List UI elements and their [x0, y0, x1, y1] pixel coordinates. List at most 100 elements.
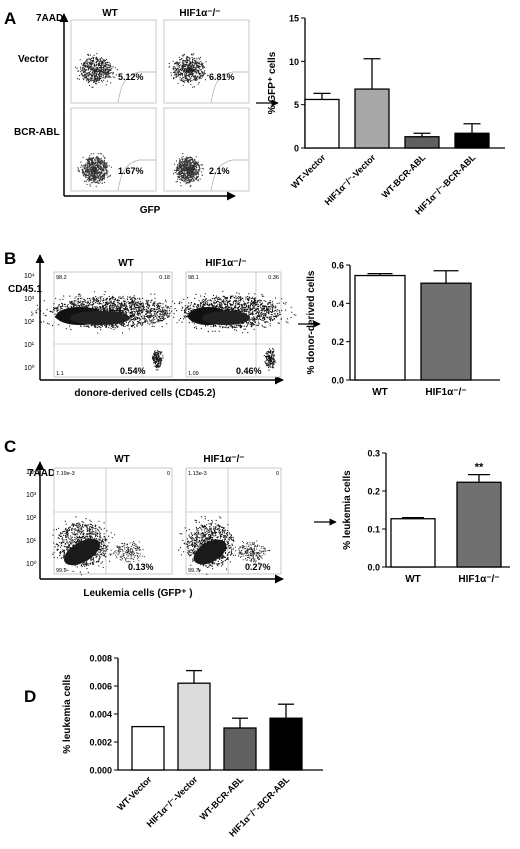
y-tick-label: 0.0 — [331, 376, 344, 386]
y-tick-label: 0.6 — [331, 261, 344, 271]
scatter-cloud — [77, 152, 112, 188]
panel-b-col-label-ko: HIF1α⁻/⁻ — [205, 258, 246, 269]
y-axis-label: % GFP⁺ cells — [267, 51, 278, 114]
flow-plot-b-ko: 98.1 0.36 1.09 0.46% — [178, 271, 297, 378]
scatter-cloud — [75, 53, 119, 88]
panel-c-ytick-4: 10⁴ — [26, 469, 37, 476]
y-tick-label: 0.0 — [367, 563, 380, 573]
flow-plot-c-ko: 1.13e-3 0 99.7 0.27% — [178, 467, 282, 575]
y-tick-label: 0.002 — [89, 738, 112, 748]
bar — [454, 132, 490, 149]
panel-a-row-label-vector: Vector — [18, 54, 49, 65]
y-tick-label: 5 — [294, 100, 299, 110]
panel-b-col-label-wt: WT — [118, 258, 134, 269]
y-tick-label: 0.2 — [331, 337, 344, 347]
significance-annotation: ** — [475, 462, 484, 474]
y-axis-label: % leukemia cells — [62, 674, 73, 754]
flow-plot-a-wt-vector: 5.12% — [70, 19, 157, 104]
y-axis-label: % donor-derived cells — [306, 270, 317, 374]
scatter-cloud — [110, 541, 145, 563]
scatter-cloud — [168, 53, 209, 88]
bar — [269, 717, 303, 771]
bar — [390, 518, 436, 568]
flow-b2-ul: 98.1 — [188, 275, 199, 281]
flow-percent-a3: 1.67% — [118, 166, 144, 176]
category-label: HIF1α⁻/⁻ — [425, 387, 466, 398]
panel-b-xaxis-label: donore-derived cells (CD45.2) — [74, 388, 215, 399]
bar — [177, 682, 211, 771]
scatter-cloud — [172, 153, 205, 187]
panel-b-yticks: 10⁴ 10³ 10² 10¹ 10⁰ — [24, 273, 35, 372]
panel-a-xaxis-label: GFP — [140, 205, 161, 216]
panel-c-yaxis-label: 7AAD — [28, 468, 55, 479]
flow-plot-c-wt: 7.19e-3 0 99.9 0.13% — [52, 467, 173, 576]
flow-plot-a-ko-bcr: 2.1% — [163, 107, 250, 192]
bar — [404, 136, 440, 149]
panel-c-ytick-0: 10⁰ — [26, 560, 37, 568]
panel-b-ytick-4: 10⁴ — [24, 273, 35, 280]
flow-percent-a4: 2.1% — [209, 166, 230, 176]
panel-b-ytick-1: 10¹ — [24, 342, 35, 349]
flow-c1-ll: 99.9 — [56, 568, 67, 574]
category-label: HIF1α⁻/⁻-Vector — [145, 774, 200, 829]
panel-a: A 7AAD GFP WT HIF1α⁻/⁻ Vector BCR-ABL 5.… — [4, 8, 279, 216]
panel-b: B CD45.1 donore-derived cells (CD45.2) W… — [4, 249, 321, 399]
bar — [354, 88, 390, 149]
panel-b-ytick-2: 10² — [24, 319, 35, 326]
category-label: WT-BCR-ABL — [198, 774, 246, 822]
y-axis-label: % leukemia cells — [342, 470, 353, 550]
scatter-cloud — [234, 540, 271, 566]
bar-chart-d: 0.000 0.002 0.004 0.006 0.008 % leukemia cell… — [62, 654, 323, 839]
flow-b2-ll: 1.09 — [188, 371, 199, 377]
flow-b2-lr: 0.46% — [236, 366, 262, 376]
flow-c1-ul: 7.19e-3 — [56, 471, 75, 477]
y-tick-label: 15 — [289, 14, 299, 24]
bar-chart-a: 0 5 10 15 % GFP⁺ cells WT-VectorHIF1α⁻/⁻-Vect… — [267, 14, 505, 217]
category-label: HIF1α⁻/⁻-Vector — [323, 152, 378, 207]
flow-plot-b-wt: 98.2 0.18 1.1 0.54% — [31, 271, 191, 378]
bar — [223, 727, 257, 771]
bar — [420, 282, 472, 381]
panel-a-letter: A — [4, 9, 16, 28]
flow-c2-ul: 1.13e-3 — [188, 471, 207, 477]
panel-c-ytick-2: 10² — [26, 515, 37, 522]
panel-c: C 7AAD Leukemia cells (GFP⁺ ) WT HIF1α⁻/… — [4, 437, 337, 599]
category-label: WT-Vector — [289, 152, 328, 191]
y-tick-label: 0.4 — [331, 299, 344, 309]
bar — [304, 98, 340, 149]
flow-b2-ur: 0.36 — [268, 275, 279, 281]
panel-c-ytick-3: 10³ — [26, 492, 37, 499]
bar-chart-b: 0.0 0.2 0.4 0.6 % donor-derived cells WT HIF1α… — [306, 261, 500, 398]
flow-b1-lr: 0.54% — [120, 366, 146, 376]
category-label: WT — [405, 574, 421, 585]
panel-b-letter: B — [4, 249, 16, 268]
flow-b1-ur: 0.18 — [159, 275, 170, 281]
flow-c2-ll: 99.7 — [188, 568, 199, 574]
flow-c2-ur: 0 — [276, 471, 279, 477]
flow-c1-lr: 0.13% — [128, 562, 154, 572]
panel-c-letter: C — [4, 437, 16, 456]
panel-c-col-label-wt: WT — [114, 454, 130, 465]
y-tick-label: 0 — [294, 144, 299, 154]
flow-c2-lr: 0.27% — [245, 562, 271, 572]
panel-a-row-label-bcr: BCR-ABL — [14, 127, 60, 138]
scatter-cloud — [151, 350, 164, 371]
bar — [131, 725, 165, 771]
category-label: WT — [372, 387, 388, 398]
y-tick-label: 0.004 — [89, 710, 112, 720]
y-tick-label: 0.006 — [89, 682, 112, 692]
panel-c-xaxis-label: Leukemia cells (GFP⁺ ) — [83, 588, 192, 599]
flow-b1-ll: 1.1 — [56, 371, 64, 377]
panel-b-yaxis-label: CD45.1 — [8, 284, 42, 295]
y-tick-label: 0.008 — [89, 654, 112, 664]
scatter-cloud — [263, 348, 277, 371]
panel-a-col-label-ko: HIF1α⁻/⁻ — [179, 8, 220, 19]
panel-a-yaxis-label: 7AAD — [36, 13, 63, 24]
panel-c-ytick-1: 10¹ — [26, 538, 37, 545]
flow-c1-ur: 0 — [167, 471, 170, 477]
panel-b-ytick-3: 10³ — [24, 296, 35, 303]
panel-a-col-label-wt: WT — [102, 8, 118, 19]
panel-d-letter: D — [24, 687, 36, 706]
panel-b-ytick-0: 10⁰ — [24, 364, 35, 372]
bar — [456, 481, 502, 568]
